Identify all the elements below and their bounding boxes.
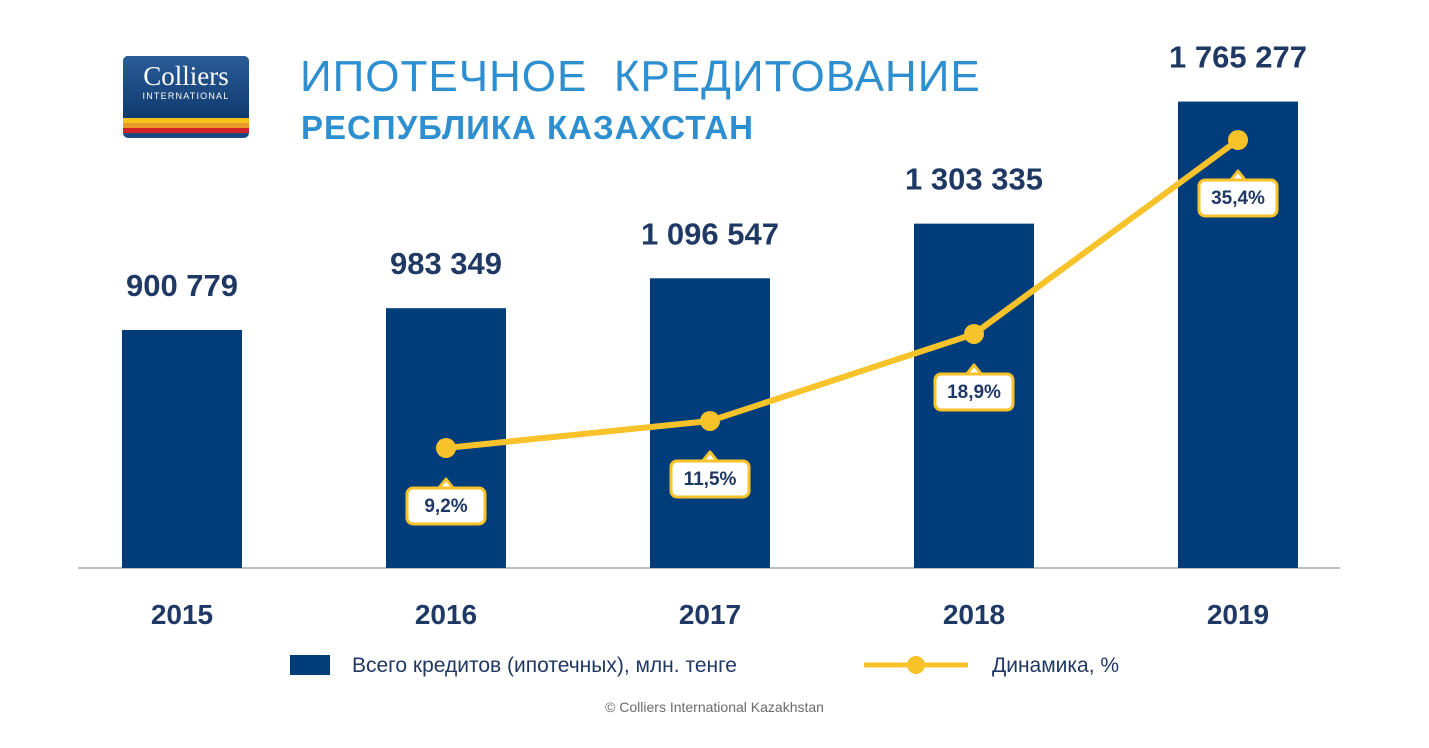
logo-subtitle: INTERNATIONAL	[142, 91, 230, 101]
line-point-2018	[964, 323, 984, 344]
line-point-2017	[700, 410, 720, 431]
colliers-logo: Colliers INTERNATIONAL	[123, 56, 249, 138]
line-point-2019	[1228, 130, 1248, 150]
line-value-label-2016: 9,2%	[424, 496, 467, 517]
legend-line-label: Динамика, %	[992, 654, 1120, 677]
bar-2015	[122, 330, 242, 568]
callout-box-2017	[669, 459, 751, 499]
callout-box-2016	[405, 486, 487, 526]
legend-line-swatch	[864, 656, 968, 674]
callout-box-2019	[1197, 178, 1279, 218]
line-value-label-2019: 35,4%	[1211, 188, 1265, 209]
x-tick-label-2015: 2015	[151, 599, 213, 630]
x-tick-label-2017: 2017	[679, 599, 741, 630]
chart-title: ИПОТЕЧНОЕ КРЕДИТОВАНИЕ	[300, 52, 981, 101]
bar-value-label-2017: 1 096 547	[641, 216, 779, 251]
chart-subtitle: РЕСПУБЛИКА КАЗАХСТАН	[301, 109, 754, 146]
line-value-label-2017: 11,5%	[684, 469, 737, 490]
legend-bar-swatch	[290, 655, 330, 675]
bar-value-label-2016: 983 349	[390, 246, 502, 281]
line-value-label-2018: 18,9%	[947, 382, 1001, 403]
bar-value-label-2015: 900 779	[126, 268, 238, 303]
bar-value-label-2019: 1 765 277	[1169, 40, 1307, 75]
x-tick-label-2018: 2018	[943, 599, 1005, 630]
line-dynamics	[445, 137, 1240, 451]
line-point-2016	[436, 438, 456, 458]
callout-box-2018	[933, 372, 1015, 412]
x-tick-label-2019: 2019	[1207, 599, 1269, 630]
logo-name: Colliers	[143, 61, 229, 91]
legend-bar-label: Всего кредитов (ипотечных), млн. тенге	[352, 654, 737, 677]
bar-value-label-2018: 1 303 335	[905, 162, 1043, 197]
x-tick-label-2016: 2016	[415, 599, 477, 630]
copyright: © Colliers International Kazakhstan	[605, 699, 824, 715]
legend: Всего кредитов (ипотечных), млн. тенге Д…	[0, 654, 1429, 678]
